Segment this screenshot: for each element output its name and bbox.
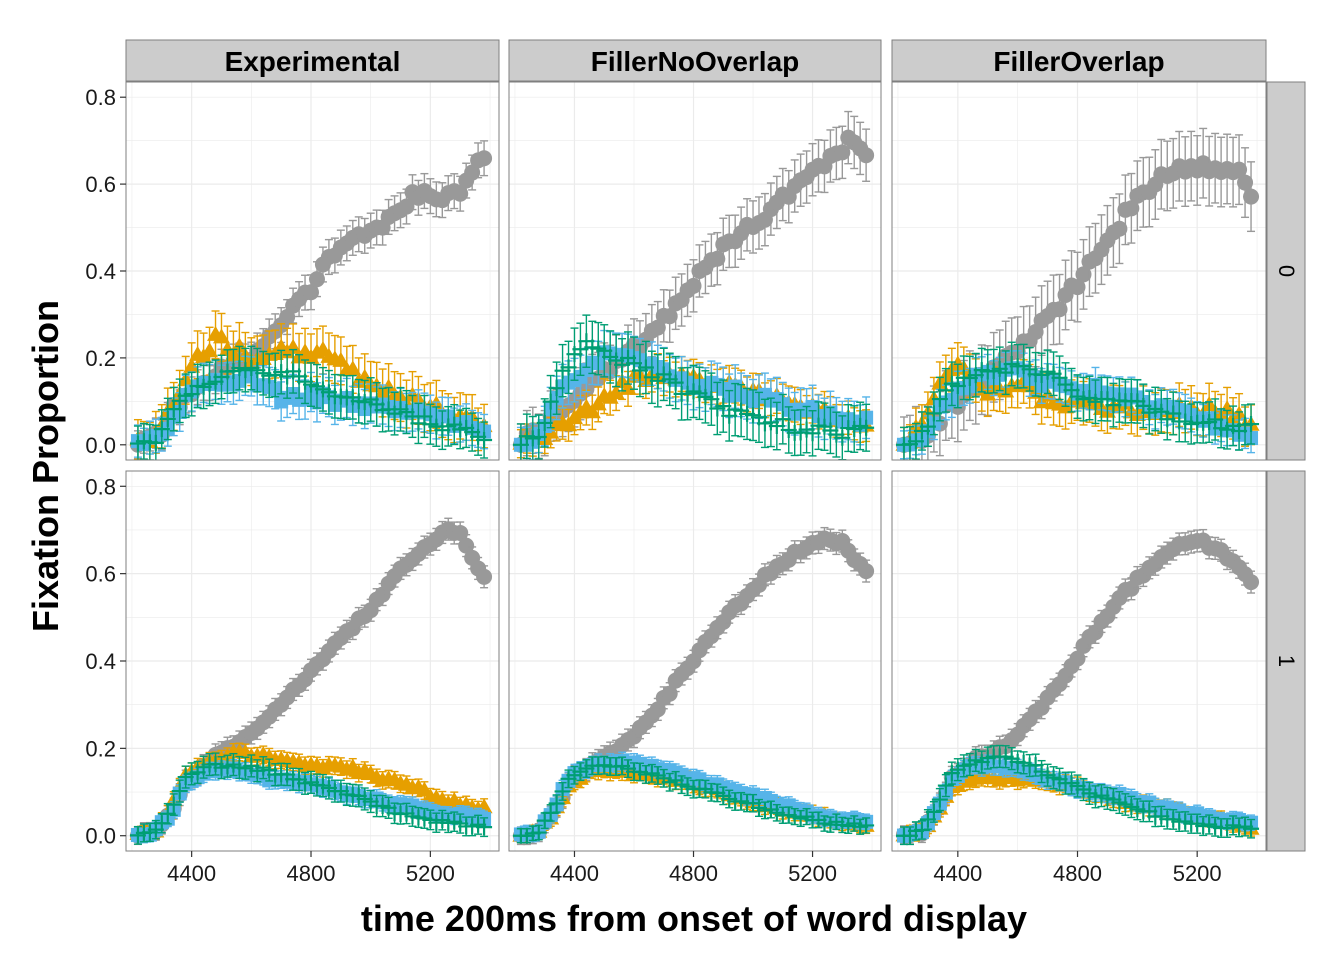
panel-border (891, 81, 1267, 461)
data-marks (512, 110, 875, 460)
data-point (476, 568, 493, 585)
data-point (542, 804, 559, 821)
data-point (1111, 220, 1128, 237)
data-point (1075, 266, 1092, 283)
data-marks (512, 526, 875, 846)
data-point (548, 795, 565, 812)
data-point (858, 563, 875, 580)
data-point (554, 783, 571, 800)
panel-fillernooverlap-0 (508, 81, 882, 461)
series-green (129, 345, 493, 460)
panel-border (508, 470, 882, 852)
data-point (858, 817, 875, 834)
data-point (183, 357, 201, 373)
data-point (476, 432, 493, 449)
data-point (1218, 400, 1236, 416)
series-green (512, 755, 875, 844)
series-green (512, 314, 875, 460)
data-marks (895, 127, 1260, 460)
data-point (1069, 650, 1086, 667)
data-point (858, 147, 875, 164)
data-point (661, 308, 678, 325)
data-point (308, 271, 325, 288)
data-point (1243, 188, 1260, 205)
data-point (607, 384, 625, 400)
data-point (1069, 279, 1086, 296)
data-point (344, 360, 362, 376)
grid-lines (126, 471, 499, 851)
data-point (1237, 174, 1254, 191)
data-point (858, 419, 875, 436)
data-point (1051, 301, 1068, 318)
data-point (709, 250, 726, 267)
data-marks (895, 528, 1260, 846)
data-point (1123, 200, 1140, 217)
panel-border (508, 81, 882, 461)
data-point (171, 783, 188, 800)
data-point (834, 144, 851, 161)
data-point (661, 685, 678, 702)
data-point (332, 351, 350, 367)
data-point (589, 395, 607, 411)
data-point (452, 524, 469, 541)
panel-filleroverlap-1 (891, 470, 1267, 852)
panel-experimental-0 (125, 81, 500, 461)
data-point (464, 164, 481, 181)
data-point (212, 328, 230, 344)
panel-fillernooverlap-1 (508, 470, 882, 852)
data-point (685, 277, 702, 294)
data-point (476, 819, 493, 836)
data-point (583, 403, 601, 419)
series-green (895, 341, 1260, 460)
data-point (530, 824, 547, 841)
data-point (1243, 416, 1260, 433)
data-point (398, 198, 415, 215)
data-point (284, 338, 302, 354)
panel-filleroverlap-0 (891, 81, 1267, 461)
panel-experimental-1 (125, 470, 500, 852)
data-point (649, 319, 666, 336)
data-point (458, 537, 475, 554)
series-green (129, 752, 493, 845)
panels-layer (125, 81, 1267, 852)
data-marks (129, 517, 493, 846)
data-point (476, 150, 493, 167)
data-point (201, 342, 219, 358)
data-marks (129, 140, 493, 460)
data-point (1231, 161, 1248, 178)
data-point (165, 796, 182, 813)
